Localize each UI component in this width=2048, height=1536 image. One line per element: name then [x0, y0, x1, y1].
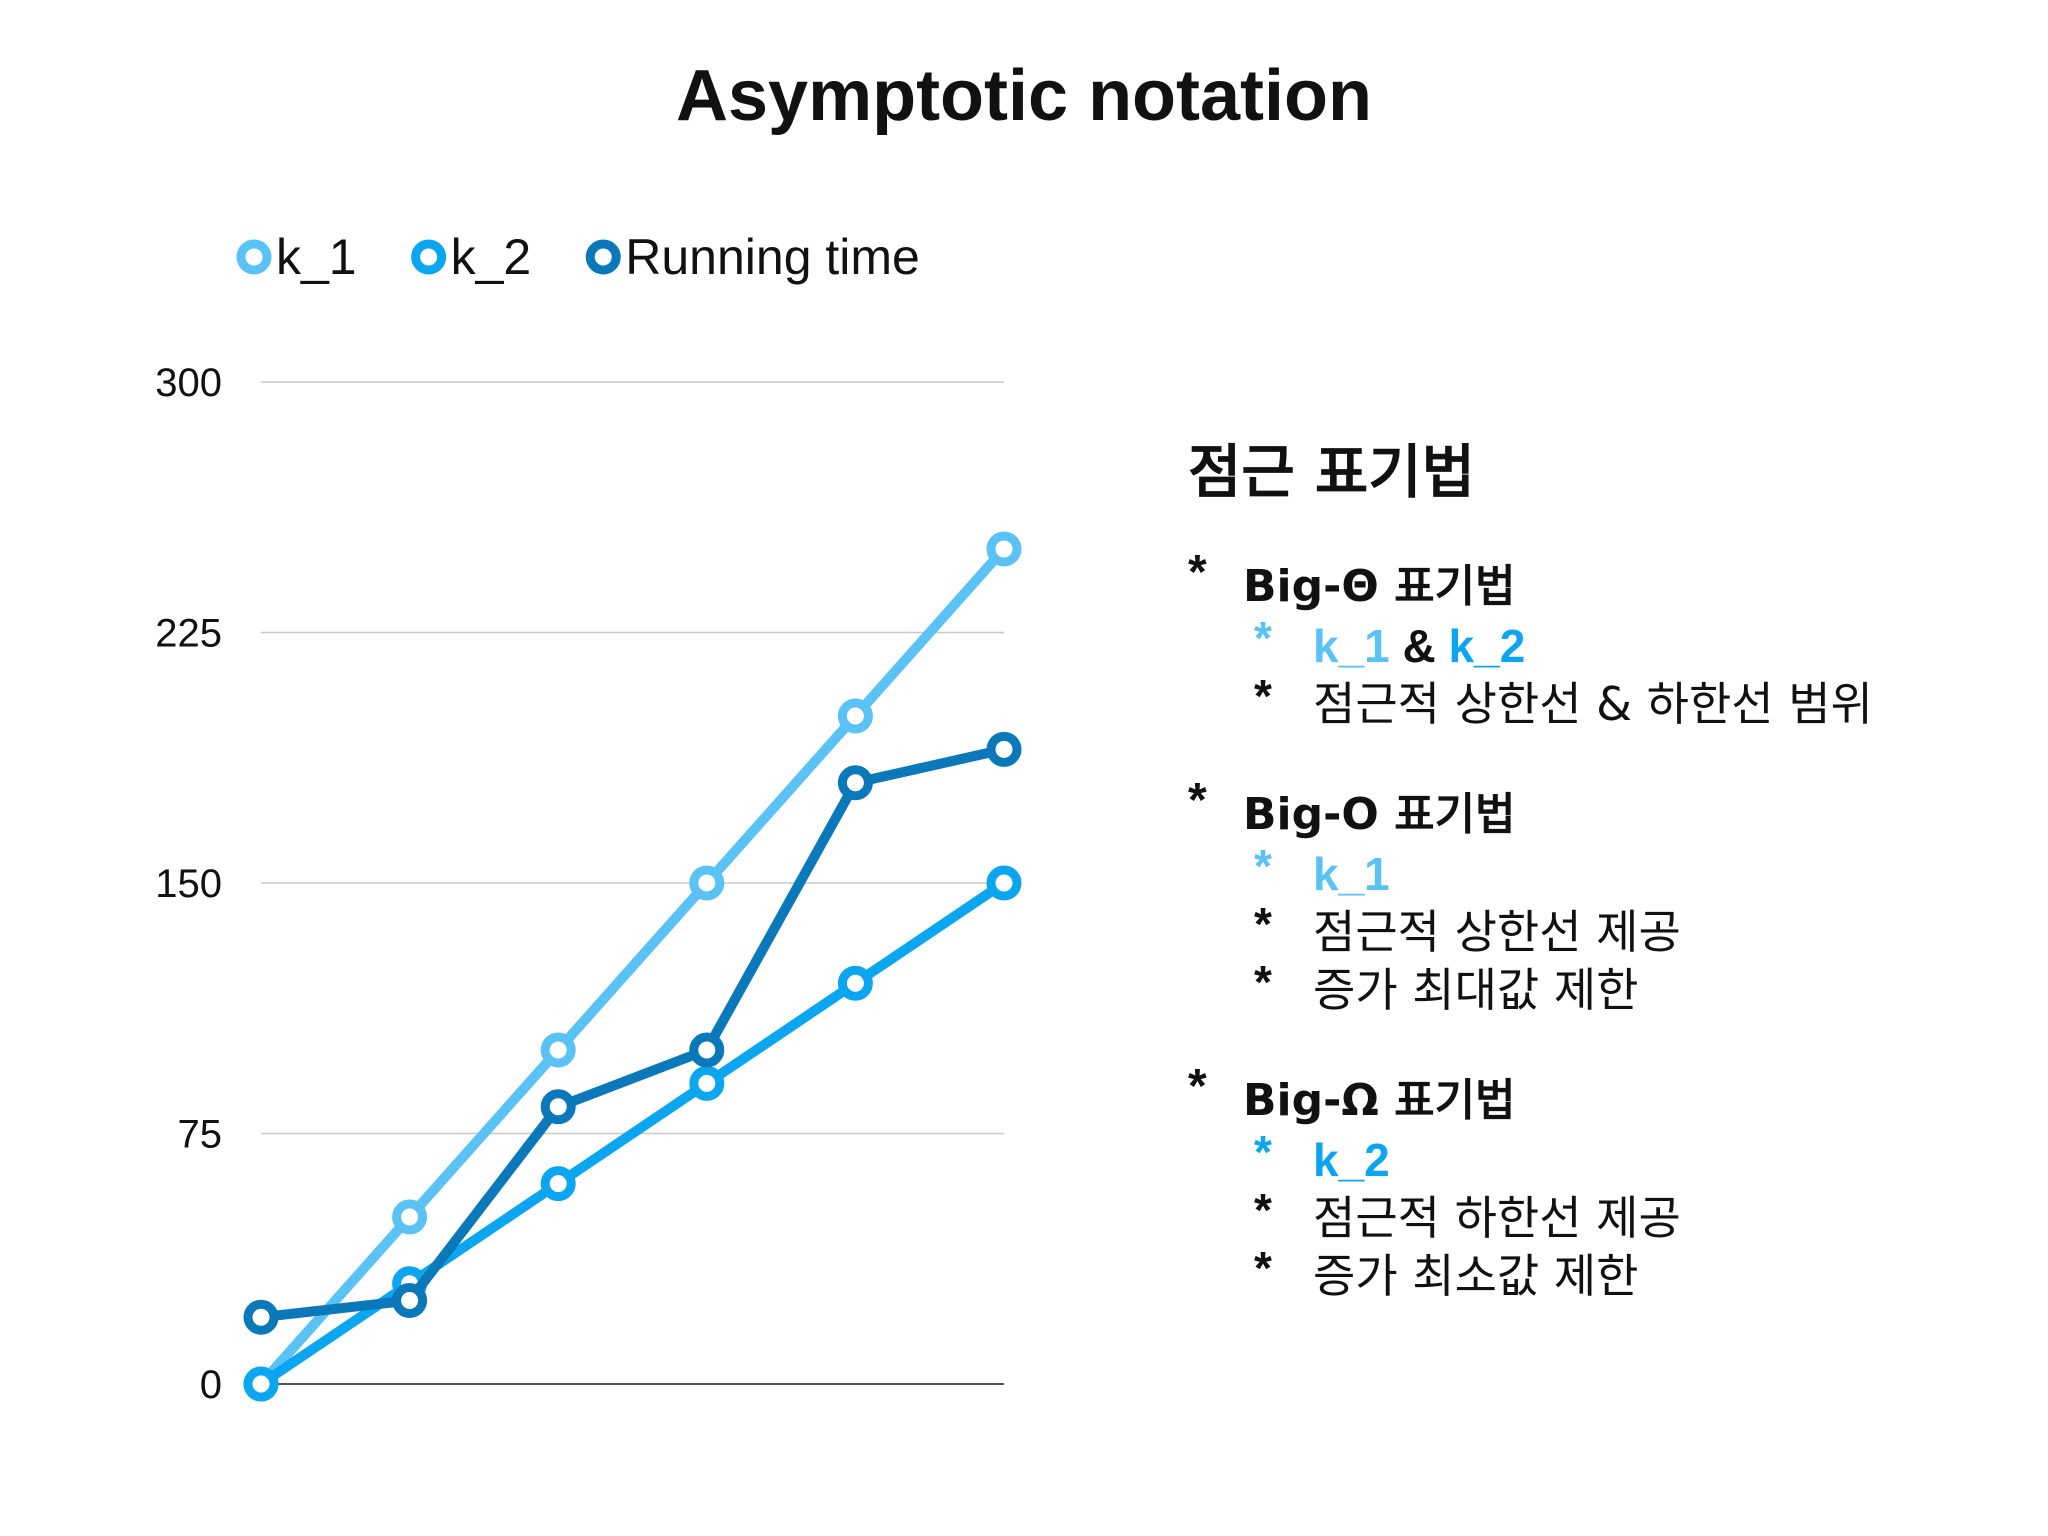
bullet-star: * — [1254, 1126, 1272, 1178]
legend-label: Running time — [625, 229, 920, 285]
y-axis-ticks: 0 75 150 225 300 — [155, 361, 222, 1407]
bullet-star: * — [1254, 956, 1272, 1008]
series-line — [256, 744, 1009, 1323]
data-point — [689, 865, 725, 901]
legend-marker — [411, 239, 447, 275]
item-text: 증가 최대값 제한 — [1313, 963, 1639, 1017]
section-title-row: * Big-Θ 표기법 — [1188, 546, 2008, 617]
notes-panel: 점근 표기법 * Big-Θ 표기법 * k_1 & k_2 * 점근적 상한선 & 하한… — [1188, 425, 2008, 1357]
bullet-star: * — [1188, 1060, 1207, 1113]
y-tick-label: 300 — [155, 361, 222, 405]
grid-lines — [261, 381, 1004, 1385]
item-text: 점근적 상한선 제공 — [1313, 905, 1681, 959]
section-title: Big-Θ 표기법 — [1243, 561, 1516, 612]
section-item: * 증가 최대값 제한 — [1188, 956, 2008, 1019]
section-item: * 점근적 하한선 제공 — [1188, 1184, 2008, 1247]
section-item: * k_1 — [1188, 840, 2008, 903]
notes-sections: * Big-Θ 표기법 * k_1 & k_2 * 점근적 상한선 & 하한선 범위 * Bi… — [1188, 546, 2008, 1305]
line-chart: 0 75 150 225 300 k_1 k_2 Running time — [155, 229, 1022, 1407]
series-line — [256, 544, 1009, 1389]
data-point — [243, 1366, 279, 1402]
legend-marker — [585, 239, 621, 275]
section-title-row: * Big-O 표기법 — [1188, 774, 2008, 845]
legend-marker — [236, 239, 272, 275]
section-item: * k_1 & k_2 — [1188, 612, 2008, 675]
notes-heading: 점근 표기법 — [1188, 438, 1475, 506]
bullet-star: * — [1188, 774, 1207, 827]
item-text: k_1 — [1313, 848, 1390, 900]
legend-label: k_1 — [276, 229, 357, 285]
bullet-star: * — [1254, 1184, 1272, 1236]
y-tick-label: 150 — [155, 862, 222, 906]
data-point — [837, 965, 873, 1001]
section-title: Big-Ω 표기법 — [1243, 1075, 1516, 1126]
data-point — [540, 1089, 576, 1125]
data-point — [689, 1032, 725, 1068]
notes-section: * Big-Θ 표기법 * k_1 & k_2 * 점근적 상한선 & 하한선 범위 — [1188, 546, 2008, 733]
bullet-star: * — [1254, 840, 1272, 892]
item-text: k_1 — [1313, 620, 1390, 672]
data-point — [243, 1299, 279, 1335]
y-tick-label: 0 — [200, 1363, 222, 1407]
bullet-star: * — [1254, 670, 1272, 722]
data-point — [837, 765, 873, 801]
data-point — [986, 731, 1022, 767]
section-title: Big-O 표기법 — [1243, 789, 1516, 840]
series-k-1 — [243, 531, 1022, 1402]
data-point — [986, 865, 1022, 901]
series-running-time — [243, 731, 1022, 1335]
data-point — [837, 698, 873, 734]
series-lines — [243, 531, 1022, 1402]
item-text: 증가 최소값 제한 — [1313, 1249, 1639, 1303]
data-point — [392, 1199, 428, 1235]
chart-title: Asymptotic notation — [676, 56, 1372, 136]
section-title-row: * Big-Ω 표기법 — [1188, 1060, 2008, 1131]
data-point — [986, 531, 1022, 567]
legend-item: k_2 — [411, 229, 532, 285]
item-text: 점근적 상한선 & 하한선 범위 — [1313, 677, 1873, 731]
section-item: * 점근적 상한선 제공 — [1188, 898, 2008, 961]
section-item: * 증가 최소값 제한 — [1188, 1242, 2008, 1305]
legend-item: Running time — [585, 229, 920, 285]
item-text: 점근적 하한선 제공 — [1313, 1191, 1681, 1245]
bullet-star: * — [1254, 1242, 1272, 1294]
bullet-star: * — [1254, 898, 1272, 950]
section-item: * 점근적 상한선 & 하한선 범위 — [1188, 670, 2008, 733]
bullet-star: * — [1254, 612, 1272, 664]
data-point — [540, 1166, 576, 1202]
legend-label: k_2 — [451, 229, 532, 285]
data-point — [392, 1283, 428, 1318]
section-item: * k_2 — [1188, 1126, 2008, 1189]
data-point — [689, 1065, 725, 1101]
item-text: k_2 — [1448, 620, 1526, 672]
notes-section: * Big-O 표기법 * k_1 * 점근적 상한선 제공 * 증가 최대값 제한 — [1188, 774, 2008, 1019]
item-text: & — [1389, 620, 1449, 672]
data-point — [540, 1032, 576, 1068]
legend: k_1 k_2 Running time — [236, 229, 920, 285]
bullet-star: * — [1188, 546, 1207, 599]
item-text: k_2 — [1313, 1134, 1390, 1186]
legend-item: k_1 — [236, 229, 357, 285]
y-tick-label: 225 — [155, 612, 222, 656]
notes-section: * Big-Ω 표기법 * k_2 * 점근적 하한선 제공 * 증가 최소값 제한 — [1188, 1060, 2008, 1305]
y-tick-label: 75 — [178, 1113, 223, 1157]
